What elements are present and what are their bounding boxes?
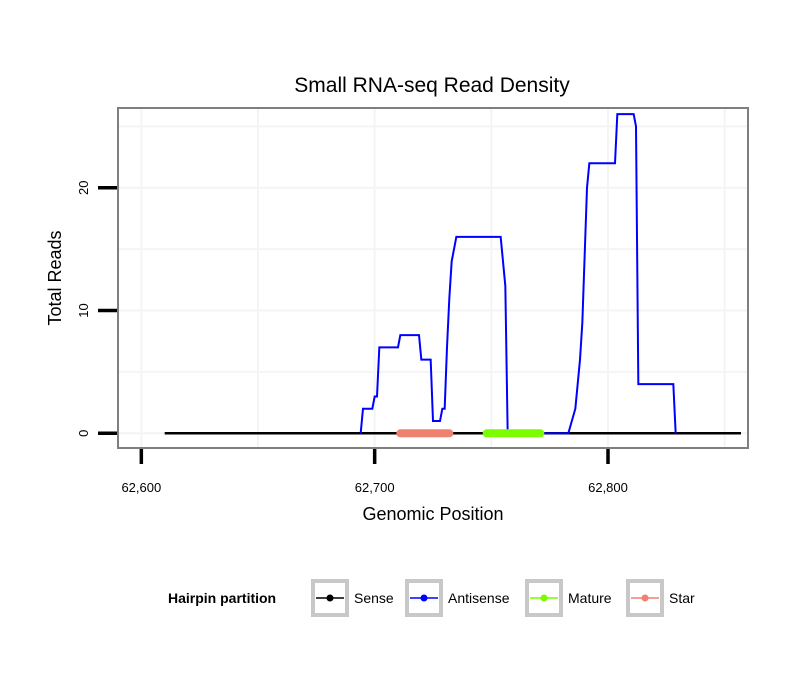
y-axis: 0 10 20: [76, 181, 117, 437]
series-line-antisense: [359, 113, 677, 435]
legend: Hairpin partition Sense Antisense Mature St…: [168, 579, 695, 617]
x-tick-label: 62,600: [121, 480, 161, 495]
x-axis-title: Genomic Position: [362, 504, 503, 524]
legend-item-mature: Mature: [525, 579, 612, 617]
legend-label: Antisense: [448, 590, 510, 606]
x-tick-label: 62,700: [355, 480, 395, 495]
y-tick-label: 0: [76, 430, 91, 437]
x-tick-label: 62,800: [588, 480, 628, 495]
legend-item-star: Star: [626, 579, 695, 617]
legend-key-dot: [326, 594, 334, 602]
x-axis: 62,600 62,700 62,800: [121, 449, 628, 495]
y-tick-label: 10: [76, 303, 91, 317]
legend-label: Sense: [354, 590, 394, 606]
legend-key-dot: [540, 594, 548, 602]
legend-key-dot: [641, 594, 649, 602]
y-tick-label: 20: [76, 181, 91, 195]
y-axis-title: Total Reads: [45, 230, 65, 325]
legend-key-dot: [420, 594, 428, 602]
chart-title: Small RNA-seq Read Density: [294, 74, 570, 97]
legend-label: Mature: [568, 590, 612, 606]
plot-series: [164, 113, 741, 438]
legend-title: Hairpin partition: [168, 590, 276, 606]
plot-panel: [117, 107, 749, 449]
legend-label: Star: [669, 590, 695, 606]
legend-item-antisense: Antisense: [405, 579, 510, 617]
legend-item-sense: Sense: [311, 579, 394, 617]
